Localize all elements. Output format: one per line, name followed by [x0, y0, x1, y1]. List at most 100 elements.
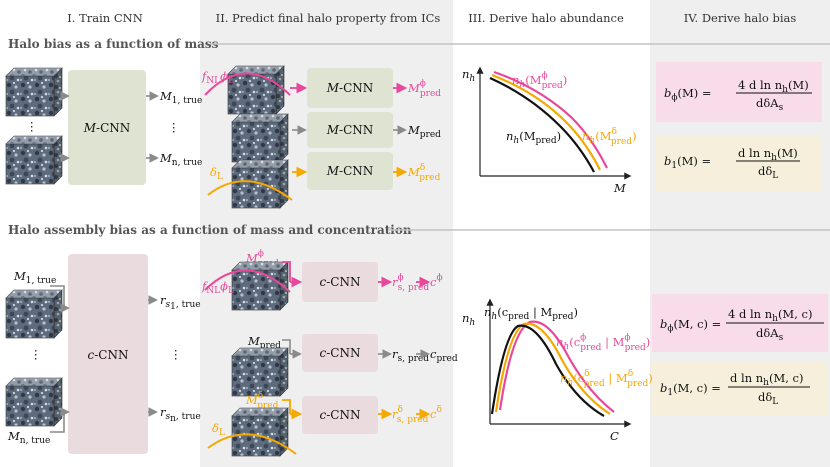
eq-b-phi-mc-denominator: dδAs [756, 326, 784, 343]
eq-b-phi-mc-numerator: 4 d ln nh(M, c) [728, 307, 812, 324]
bracket [282, 339, 291, 354]
eq-b-phi-mc-lhs: bϕ(M, c) = [660, 317, 721, 334]
y-axis-label: nh [462, 67, 475, 84]
vertical-dots: ⋮ [170, 347, 182, 361]
label-nh-phi: nh(Mϕ pred) [512, 71, 567, 91]
m-pred-delta: Mδ pred [407, 163, 441, 183]
m-cnn-label: M-CNN [326, 81, 374, 95]
pink-phi-curve [204, 269, 291, 293]
rs-n-true: rsn, true [160, 405, 201, 424]
c-cnn-box-phi [302, 262, 378, 302]
section-title-bottom: Halo assembly bias as a function of mass… [8, 223, 412, 237]
c-pred: cpred [430, 347, 458, 364]
orange-delta-curve [207, 180, 293, 201]
rs-1-true: rs1, true [160, 293, 201, 312]
eq-b1-mc-lhs: b1(M, c) = [660, 381, 721, 398]
label-nh-delta: nh(Mδ pred) [582, 127, 637, 147]
bracket [50, 412, 65, 433]
m-cnn-box [307, 112, 393, 148]
delta-l-label: δL [210, 165, 223, 182]
m-cnn-label: M-CNN [326, 123, 374, 137]
eq-b-phi-denominator: dδAs [756, 96, 784, 113]
curve-delta [494, 322, 611, 415]
equation-box-b-phi [656, 62, 822, 122]
ic-cube-phi [227, 65, 285, 115]
m-pred-delta-input: Mδ pred [245, 391, 279, 411]
ic-cube-bottom [231, 347, 289, 397]
ic-cube-phi-bottom [231, 261, 289, 311]
bracket [50, 285, 65, 308]
rs-pred-phi: rϕ s, pred [392, 273, 429, 293]
curve-mid [490, 324, 605, 417]
m-pred: Mpred [407, 123, 441, 140]
c-cnn-box-delta [302, 396, 378, 434]
c-cnn-train-label: c-CNN [88, 348, 129, 362]
density-cube-1 [5, 67, 63, 117]
density-cube-1-bottom [5, 289, 63, 339]
vertical-dots: ⋮ [168, 120, 180, 134]
eq-b1-lhs: b1(M) = [664, 154, 711, 171]
pink-phi-curve [204, 72, 291, 96]
label-nh-delta: nh(cδ pred | Mδ pred) [560, 369, 653, 389]
bracket [282, 261, 291, 282]
label-nh-mid: nh(cpred | Mpred) [484, 305, 578, 322]
m-pred-phi: Mϕ pred [407, 79, 441, 99]
y-axis-label: nh [462, 311, 475, 328]
density-cube-n-bottom [5, 377, 63, 427]
c-cnn-box [302, 334, 378, 372]
x-axis-label: M [613, 181, 627, 195]
column-title-2: II. Predict final halo property from ICs [216, 11, 441, 25]
bracket [282, 399, 291, 414]
eq-b1-mc-numerator: d ln nh(M, c) [730, 371, 803, 388]
curve-mid [489, 76, 595, 173]
label-nh-phi: nh(cϕ pred | Mϕ pred) [556, 333, 650, 353]
conditional-abundance-plot: nh C nh(cpred | Mpred) nh(cϕ pred | Mϕ pre… [462, 298, 653, 443]
vertical-dots: ⋮ [30, 347, 42, 361]
column-title-1: I. Train CNN [67, 11, 143, 25]
m-cnn-train-box [68, 70, 146, 185]
c-cnn-label: c-CNN [320, 408, 361, 422]
mass-n-true: Mn, true [159, 151, 202, 168]
curve-phi [498, 320, 615, 413]
eq-b-phi-numerator: 4 d ln nh(M) [738, 78, 809, 95]
c-cnn-train-box [68, 254, 148, 454]
fnl-phi-label: fNLϕL [201, 69, 234, 86]
c-cnn-label: c-CNN [320, 275, 361, 289]
c-pred-delta: cδ [430, 405, 442, 421]
density-cube-n [5, 135, 63, 185]
c-cnn-label: c-CNN [320, 346, 361, 360]
m-cnn-box-delta [307, 152, 393, 190]
column-title-4: IV. Derive halo bias [684, 11, 797, 25]
mass-n-true-bottom: Mn, true [7, 429, 50, 446]
rs-pred: rs, pred [392, 347, 429, 364]
ic-cube [231, 113, 289, 163]
fnl-phi-label-bottom: fNLϕL [201, 279, 234, 296]
orange-delta-curve [207, 433, 297, 455]
m-cnn-box-phi [307, 68, 393, 108]
eq-b1-mc-denominator: dδL [758, 390, 778, 407]
equation-box-b1-mc [652, 362, 828, 416]
column-title-3: III. Derive halo abundance [468, 11, 624, 25]
label-nh-mid: nh(Mpred) [506, 129, 561, 146]
mass-1-true-bottom: M1, true [13, 269, 56, 286]
eq-b1-denominator: dδL [758, 164, 778, 181]
curve-phi [493, 70, 608, 169]
m-cnn-label: M-CNN [326, 164, 374, 178]
rs-pred-delta: rδ s, pred [392, 405, 429, 425]
vertical-dots: ⋮ [26, 119, 38, 133]
curve-delta [491, 73, 601, 171]
mass-function-plot: nh M nh(Mϕ pred) nh(Mpred) nh(Mδ pred) [462, 66, 637, 195]
m-pred-input: Mpred [247, 334, 281, 351]
ic-cube-delta-bottom [231, 407, 289, 457]
mass-1-true: M1, true [159, 89, 202, 106]
equation-box-b1 [656, 135, 822, 191]
m-cnn-train-label: M-CNN [83, 121, 131, 135]
eq-b1-numerator: d ln nh(M) [738, 146, 798, 163]
delta-l-label-bottom: δL [212, 421, 225, 438]
eq-b-phi-lhs: bϕ(M) = [664, 86, 712, 103]
c-pred-phi: cϕ [430, 273, 443, 289]
x-axis-label: C [610, 429, 619, 443]
section-title-top: Halo bias as a function of mass [8, 37, 219, 51]
